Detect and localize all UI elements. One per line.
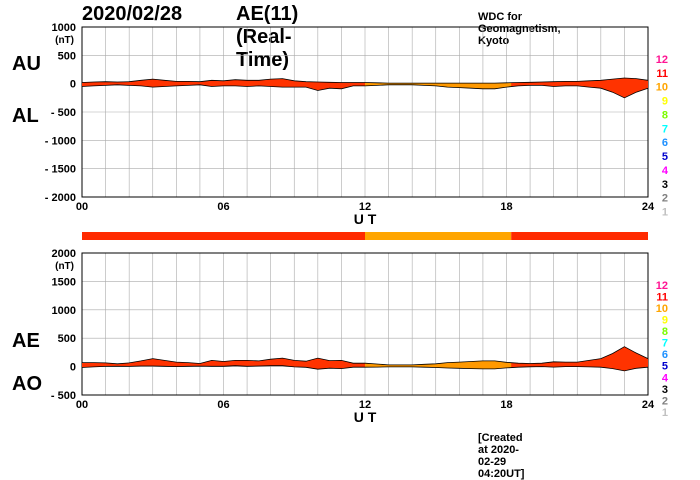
station-count-legend-item: 1 bbox=[662, 207, 668, 219]
station-bar-segment bbox=[365, 232, 512, 240]
x-tick-label: 24 bbox=[642, 399, 655, 411]
y-tick-label: - 1500 bbox=[45, 164, 76, 176]
station-count-legend-item: 7 bbox=[662, 338, 668, 350]
station-count-legend-item: 6 bbox=[662, 349, 668, 361]
station-count-legend-item: 3 bbox=[662, 179, 668, 191]
y-tick-label: 0 bbox=[70, 79, 76, 91]
y-tick-label: 1500 bbox=[52, 276, 76, 288]
x-tick-label: 00 bbox=[76, 201, 88, 213]
series-area-alt bbox=[365, 82, 512, 89]
station-count-legend-item: 8 bbox=[662, 326, 668, 338]
series-line-AU bbox=[81, 77, 649, 84]
x-tick-label: 06 bbox=[217, 201, 229, 213]
station-count-legend-item: 3 bbox=[662, 384, 668, 396]
x-tick-label: 12 bbox=[359, 201, 371, 213]
y-tick-label: 1000 bbox=[52, 305, 76, 317]
created-timestamp: [Created at 2020-02-29 04:20UT] bbox=[478, 432, 525, 480]
station-count-legend-item: 4 bbox=[662, 165, 669, 177]
y-tick-label: 500 bbox=[58, 50, 76, 62]
plot-frame bbox=[81, 26, 649, 198]
x-tick-label: 24 bbox=[642, 201, 655, 213]
series-line-AE bbox=[82, 346, 649, 366]
y-tick-label: 0 bbox=[70, 362, 76, 374]
station-count-legend-item: 9 bbox=[662, 315, 668, 327]
x-axis-label: U T bbox=[354, 211, 377, 227]
station-count-legend-item: 11 bbox=[656, 68, 668, 80]
station-count-legend-item: 6 bbox=[662, 137, 668, 149]
station-bar-segment bbox=[82, 232, 365, 240]
series-line-AO bbox=[81, 365, 649, 372]
x-tick-label: 18 bbox=[500, 399, 512, 411]
station-count-legend-item: 10 bbox=[656, 303, 668, 315]
x-tick-label: 18 bbox=[500, 201, 512, 213]
station-count-legend-item: 7 bbox=[662, 123, 668, 135]
index-title: AE(11) (Real-Time) bbox=[236, 3, 299, 71]
station-count-legend-item: 4 bbox=[662, 372, 669, 384]
data-source-label: WDC for Geomagnetism, Kyoto bbox=[478, 11, 561, 47]
x-tick-label: 06 bbox=[217, 399, 229, 411]
panel-1 bbox=[81, 26, 649, 198]
station-count-legend-item: 12 bbox=[656, 54, 668, 66]
station-count-legend-item: 2 bbox=[662, 193, 668, 205]
y-tick-label: - 1000 bbox=[45, 135, 76, 147]
series-label-AE: AE bbox=[12, 330, 40, 352]
series-label-AO: AO bbox=[12, 373, 42, 395]
y-tick-label: 500 bbox=[58, 333, 76, 345]
y-tick-label: 1000 bbox=[52, 22, 76, 34]
y-tick-label: - 500 bbox=[51, 390, 76, 402]
station-count-legend-item: 12 bbox=[656, 280, 668, 292]
y-tick-label: 2000 bbox=[52, 248, 76, 260]
series-label-AL: AL bbox=[12, 105, 39, 127]
plot-frame bbox=[81, 252, 649, 396]
station-count-legend-item: 8 bbox=[662, 109, 668, 121]
y-unit-label: (nT) bbox=[55, 35, 74, 46]
station-count-legend-item: 5 bbox=[662, 151, 668, 163]
y-unit-label: (nT) bbox=[55, 261, 74, 272]
panel-2 bbox=[81, 252, 649, 396]
x-tick-label: 00 bbox=[76, 399, 88, 411]
station-count-legend-item: 2 bbox=[662, 395, 668, 407]
y-tick-label: - 500 bbox=[51, 107, 76, 119]
station-count-legend-item: 1 bbox=[662, 407, 668, 419]
series-label-AU: AU bbox=[12, 53, 41, 75]
station-bar-segment bbox=[511, 232, 648, 240]
station-count-legend-item: 11 bbox=[656, 292, 668, 304]
station-count-legend-item: 9 bbox=[662, 96, 668, 108]
date-title: 2020/02/28 bbox=[82, 3, 183, 25]
x-tick-label: 12 bbox=[359, 399, 371, 411]
station-count-legend-item: 10 bbox=[656, 82, 668, 94]
station-count-legend-item: 5 bbox=[662, 361, 668, 373]
series-line-AL bbox=[81, 84, 649, 99]
y-tick-label: - 2000 bbox=[45, 192, 76, 204]
x-axis-label: U T bbox=[354, 409, 377, 425]
